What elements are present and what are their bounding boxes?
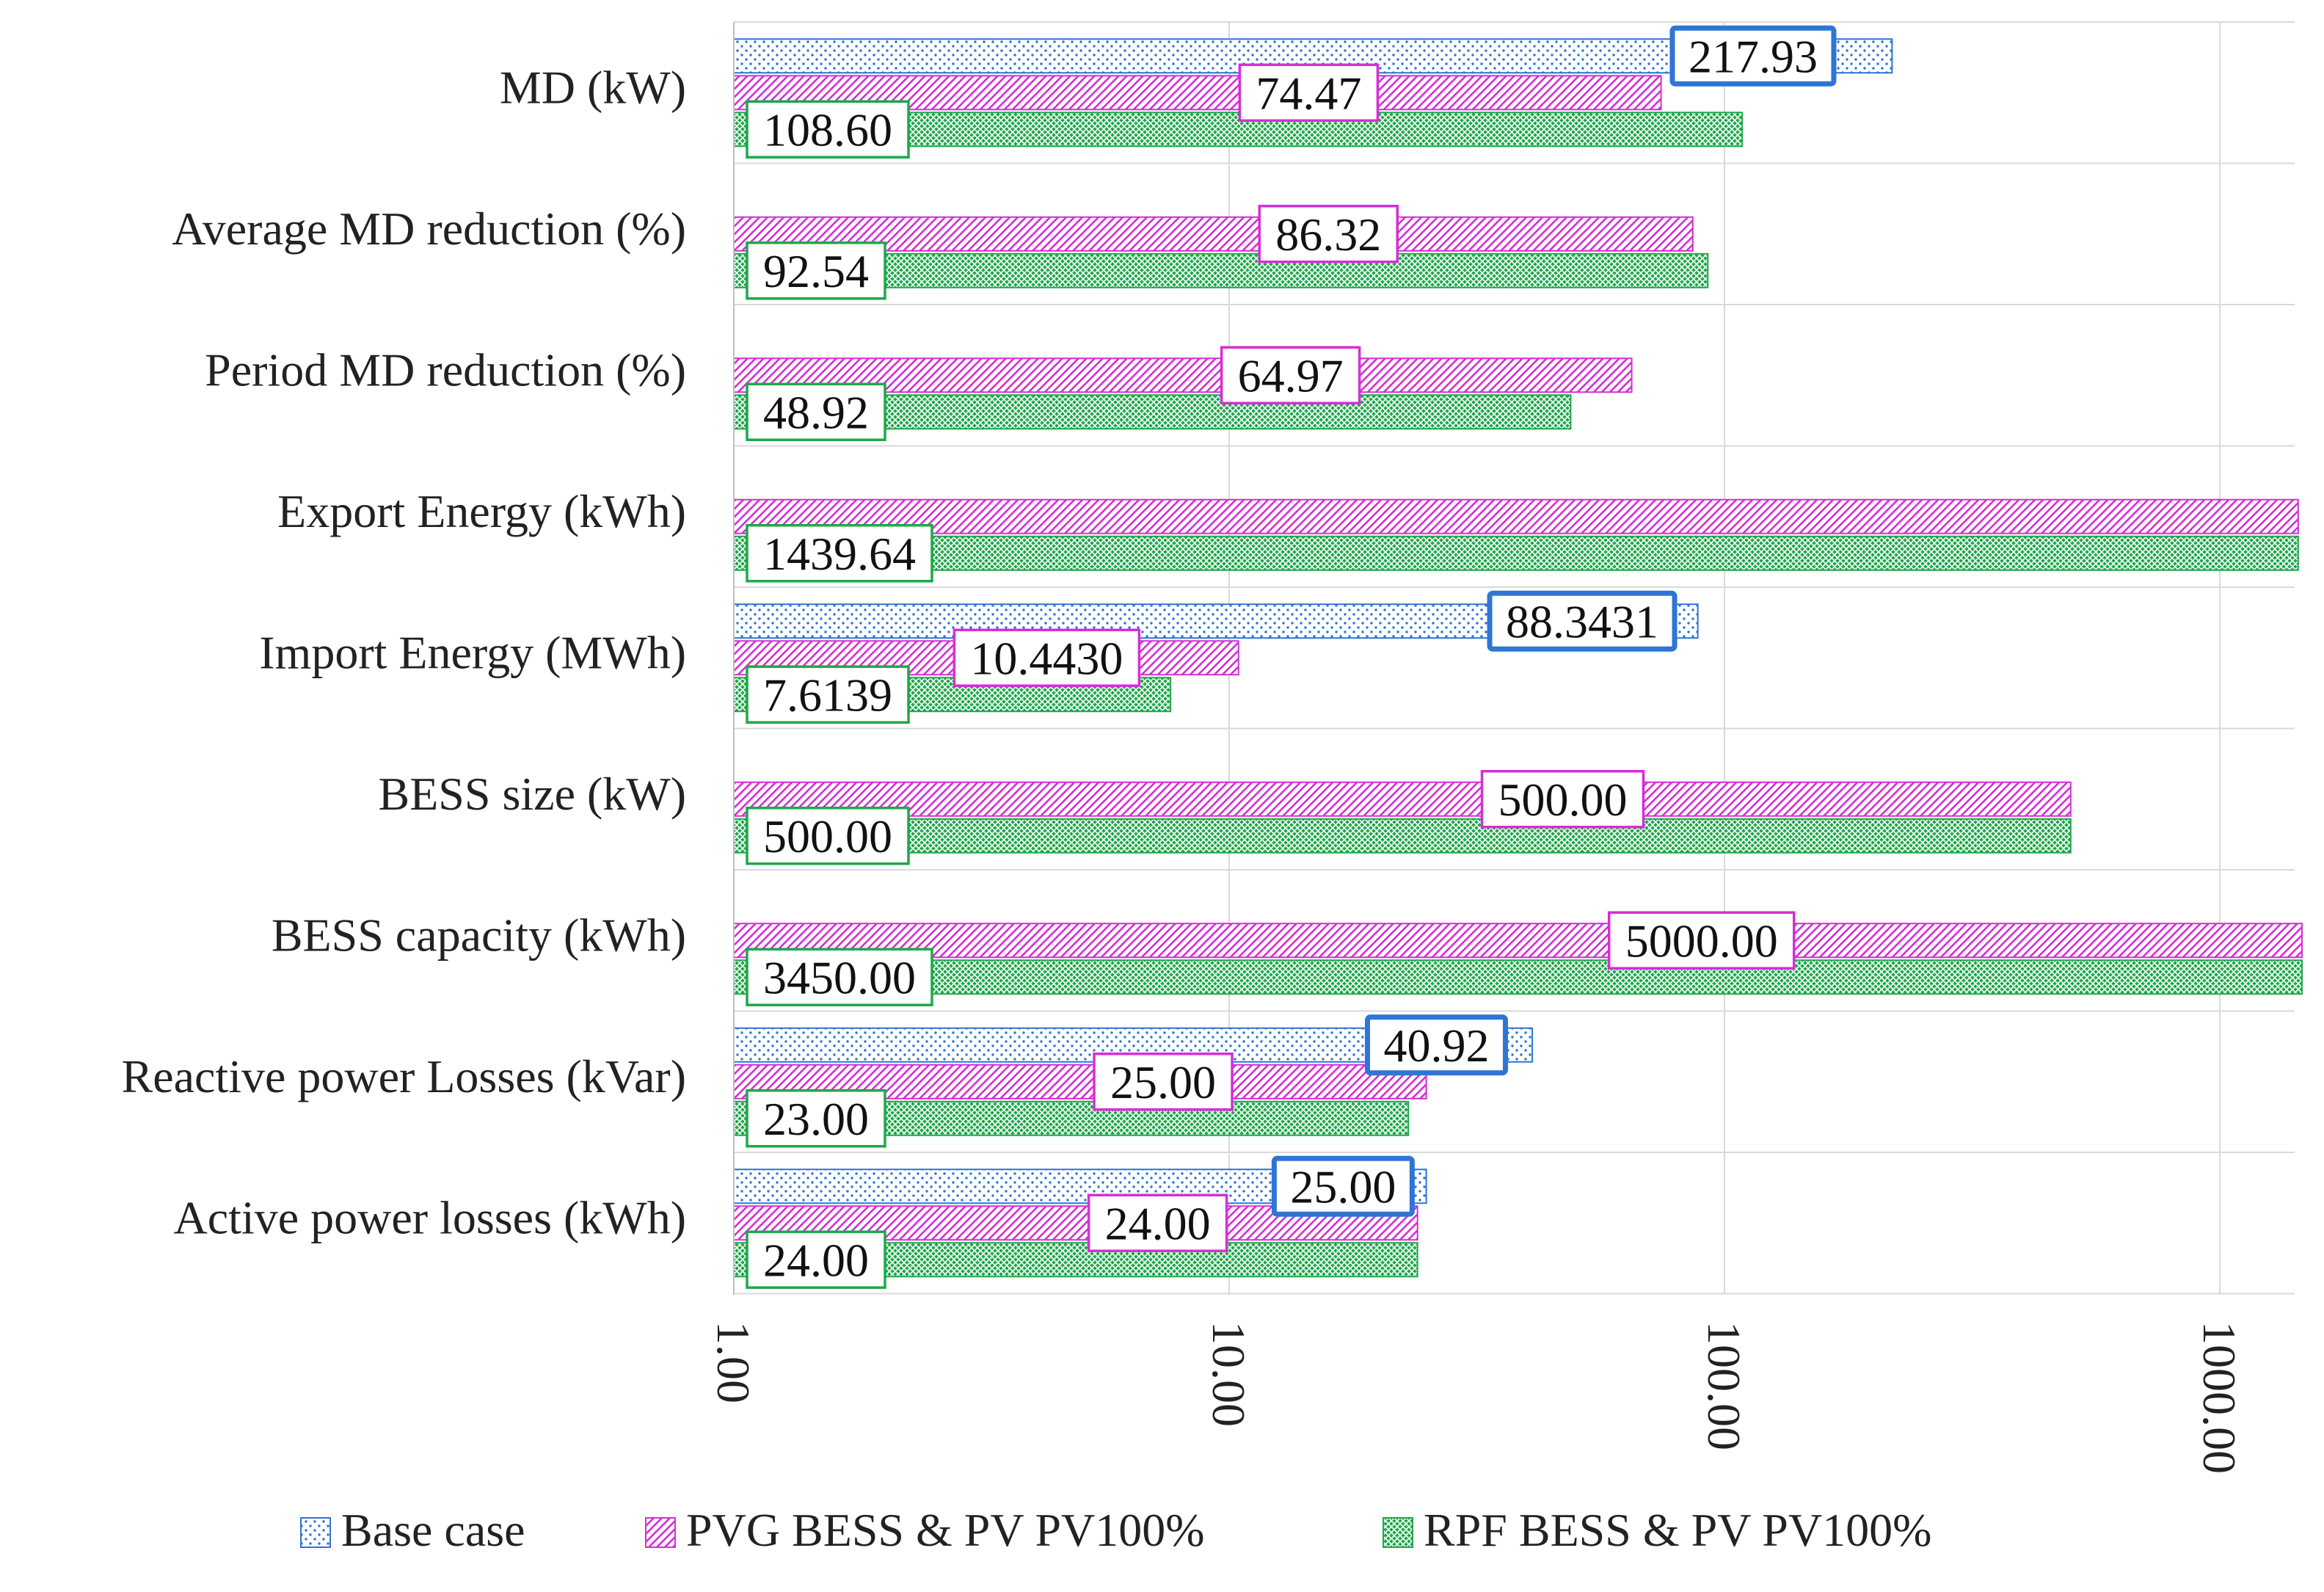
data-label-box xyxy=(1258,205,1399,263)
category-label: Reactive power Losses (kVar) xyxy=(122,1050,687,1102)
data-label: 5000.00 xyxy=(1625,915,1778,967)
bars-layer xyxy=(733,38,2303,1278)
data-label-box xyxy=(1093,1053,1234,1111)
legend-swatch xyxy=(300,1517,331,1548)
data-label: 24.00 xyxy=(1105,1197,1211,1249)
data-label: 3450.00 xyxy=(763,951,916,1003)
data-label: 7.6139 xyxy=(763,669,892,721)
data-label-box xyxy=(1087,1193,1228,1252)
data-label: 40.92 xyxy=(1383,1019,1489,1072)
data-label-box xyxy=(1607,911,1796,970)
data-label-box xyxy=(1220,346,1361,404)
legend: Base case PVG BESS & PV PV100% RPF BESS & … xyxy=(300,1504,1931,1556)
bar xyxy=(733,781,2072,817)
data-label-box xyxy=(1480,770,1645,829)
data-label: 23.00 xyxy=(763,1093,869,1145)
data-label: 64.97 xyxy=(1238,349,1344,401)
x-tick-label: 1.00 xyxy=(707,1321,760,1403)
bar xyxy=(733,959,2303,995)
data-label: 92.54 xyxy=(763,245,869,297)
data-label: 48.92 xyxy=(763,386,869,438)
data-label-box xyxy=(1238,63,1380,122)
data-label-box xyxy=(746,100,910,159)
data-label-box xyxy=(952,628,1141,687)
x-tick-label: 1000.00 xyxy=(2193,1321,2245,1474)
category-label: Average MD reduction (%) xyxy=(172,203,686,255)
legend-item: RPF BESS & PV PV100% xyxy=(1383,1504,1931,1556)
category-label: Active power losses (kWh) xyxy=(174,1191,686,1243)
bar xyxy=(733,498,2299,534)
bar xyxy=(733,252,1709,288)
bar xyxy=(733,818,2072,854)
data-label: 88.3431 xyxy=(1506,595,1658,647)
legend-swatch xyxy=(645,1517,676,1548)
category-label: Export Energy (kWh) xyxy=(277,485,686,537)
legend-label: RPF BESS & PV PV100% xyxy=(1424,1504,1931,1556)
bar xyxy=(733,923,2303,959)
legend-item: PVG BESS & PV PV100% xyxy=(645,1504,1205,1556)
category-label: BESS size (kW) xyxy=(379,768,687,820)
data-label: 25.00 xyxy=(1110,1056,1216,1108)
data-label-box xyxy=(1364,1014,1508,1076)
category-label: MD (kW) xyxy=(500,61,686,113)
data-label-box xyxy=(746,1089,886,1148)
data-labels-layer: 217.93 88.3431 40.92 25.00 74.47 86.32 64.97 10… xyxy=(746,25,1837,1289)
legend-label: Base case xyxy=(341,1504,525,1556)
data-label-box xyxy=(746,665,910,724)
data-label: 10.4430 xyxy=(970,632,1123,684)
data-label-box xyxy=(746,948,933,1006)
data-label: 86.32 xyxy=(1275,208,1381,261)
legend-swatch xyxy=(1383,1517,1413,1548)
data-label: 24.00 xyxy=(763,1234,869,1286)
data-label-box xyxy=(746,807,910,865)
data-label-box xyxy=(1669,25,1837,87)
data-label: 25.00 xyxy=(1290,1160,1396,1213)
x-tick-label: 100.00 xyxy=(1698,1321,1750,1450)
x-tick-label: 10.00 xyxy=(1203,1321,1255,1427)
axis-layer: MD (kW) Average MD reduction (%) Period MD… xyxy=(122,22,2245,1474)
data-label-box xyxy=(1487,590,1678,652)
data-label: 74.47 xyxy=(1256,67,1361,119)
data-label: 500.00 xyxy=(763,810,892,862)
data-label-box xyxy=(746,241,886,300)
data-label: 108.60 xyxy=(763,103,892,156)
data-label-box xyxy=(746,524,933,583)
data-label: 500.00 xyxy=(1498,774,1628,826)
category-label: BESS capacity (kWh) xyxy=(272,909,686,961)
data-label: 217.93 xyxy=(1689,30,1818,82)
category-label: Import Energy (MWh) xyxy=(259,626,686,678)
category-label: Period MD reduction (%) xyxy=(205,344,686,396)
data-label: 1439.64 xyxy=(763,528,916,580)
legend-item: Base case xyxy=(300,1504,525,1556)
bar xyxy=(733,535,2299,571)
data-label-box xyxy=(1271,1155,1415,1217)
data-label-box xyxy=(746,1230,886,1289)
data-label-box xyxy=(746,382,886,441)
legend-label: PVG BESS & PV PV100% xyxy=(686,1504,1205,1556)
